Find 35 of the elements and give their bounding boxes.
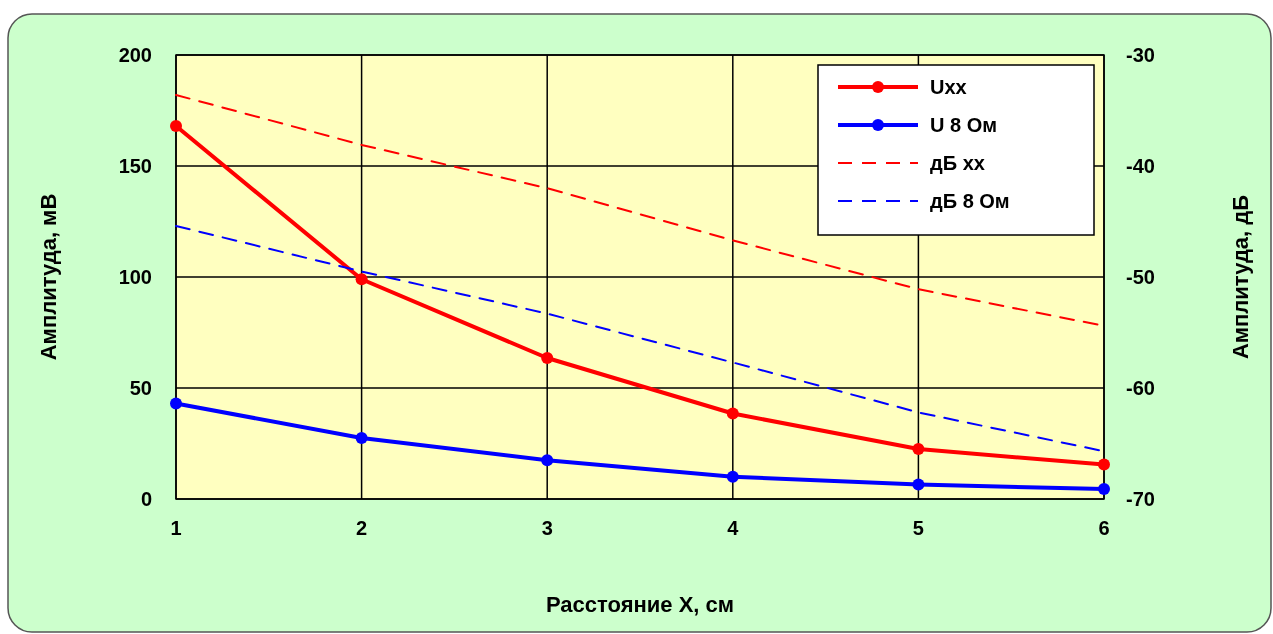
- point: [726, 470, 739, 483]
- y-axis-title: Амплитуда, мВ: [36, 193, 61, 361]
- point: [170, 397, 182, 410]
- x-tick-label: 1: [170, 517, 182, 539]
- legend-label: U 8 Ом: [930, 114, 998, 136]
- x-tick-label: 3: [541, 517, 553, 539]
- point: [912, 478, 925, 491]
- point: [541, 352, 554, 365]
- point: [1098, 483, 1110, 496]
- y2-tick-label: -40: [1126, 155, 1155, 177]
- y2-tick-label: -50: [1126, 266, 1155, 288]
- y2-tick-label: -70: [1126, 488, 1155, 510]
- point: [912, 443, 925, 456]
- y-tick-label: 0: [140, 488, 152, 510]
- legend-label: Uxx: [930, 76, 967, 98]
- legend-label: дБ хх: [930, 152, 985, 174]
- y2-tick-label: -60: [1126, 377, 1155, 399]
- y-tick-label: 100: [118, 266, 152, 288]
- point: [541, 454, 554, 467]
- x-tick-label: 2: [356, 517, 368, 539]
- point: [1098, 458, 1110, 471]
- point: [355, 431, 368, 444]
- x-tick-label: 5: [912, 517, 924, 539]
- y2-axis-title: Амплитуда, дБ: [1228, 194, 1253, 360]
- legend-label: дБ 8 Ом: [930, 190, 1010, 212]
- y-tick-label: 50: [129, 377, 152, 399]
- x-tick-label: 6: [1098, 517, 1110, 539]
- x-tick-label: 4: [727, 517, 740, 539]
- y-tick-label: 200: [118, 44, 152, 66]
- x-axis-title: Расстояние X, см: [545, 592, 735, 617]
- point: [726, 407, 739, 420]
- point: [355, 273, 368, 286]
- y2-tick-label: -30: [1126, 44, 1155, 66]
- y-tick-label: 150: [118, 155, 152, 177]
- point: [170, 120, 182, 133]
